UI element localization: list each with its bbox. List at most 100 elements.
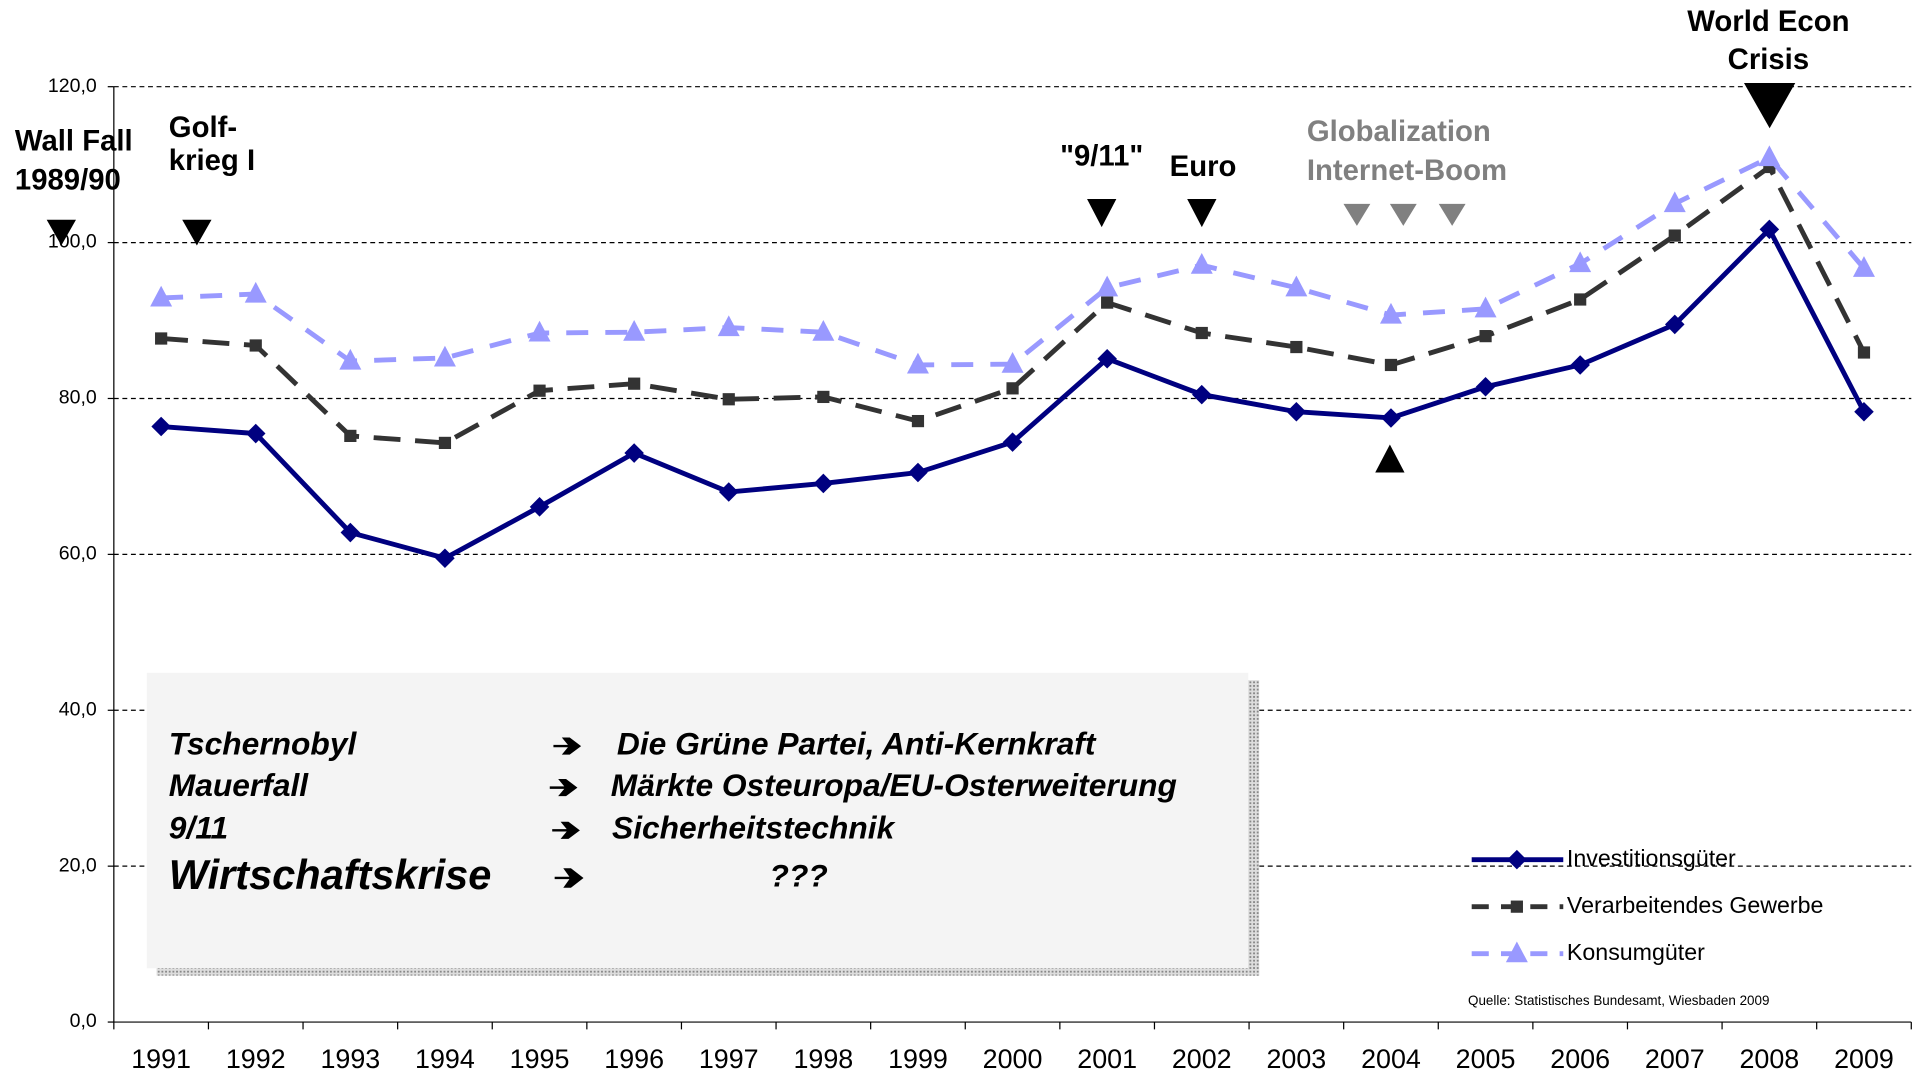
annotation: World Econ	[1687, 5, 1849, 38]
x-tick-label: 1996	[604, 1044, 664, 1074]
marker-square	[628, 377, 641, 390]
marker-square	[344, 429, 357, 443]
marker-triangle	[1663, 191, 1686, 213]
box-left: Mauerfall	[169, 767, 310, 803]
marker-square	[1195, 326, 1208, 340]
series-line	[161, 154, 1866, 368]
marker-diamond	[1665, 314, 1685, 335]
marker-triangle	[528, 320, 551, 342]
x-tick-label: 1994	[415, 1044, 475, 1074]
arrow-icons	[549, 737, 584, 888]
marker-square	[1574, 293, 1587, 306]
text-box: Tschernobyl Die Grüne Partei, Anti-Kernkr…	[146, 672, 1260, 976]
annotation: Globalization	[1307, 115, 1491, 148]
marker-triangle	[1474, 296, 1497, 318]
marker-triangle	[1505, 941, 1528, 963]
marker-triangle	[623, 320, 646, 341]
marker-diamond	[435, 548, 455, 569]
x-tick-label: 1992	[226, 1044, 286, 1074]
x-tick-label: 1999	[888, 1044, 948, 1074]
box-right: Die Grüne Partei, Anti-Kernkraft	[617, 725, 1097, 761]
marker-triangle	[1285, 275, 1308, 297]
x-tick-label: 1997	[699, 1044, 759, 1074]
marker-triangle	[339, 348, 362, 370]
marker-triangle	[1379, 302, 1402, 324]
annotation: 1989/90	[15, 164, 121, 197]
source-note: Quelle: Statistisches Bundesamt, Wiesbad…	[1468, 993, 1769, 1008]
marker-diamond	[151, 416, 171, 437]
marker-triangle	[1852, 256, 1875, 277]
marker-square	[1668, 229, 1681, 242]
marker-triangle	[1190, 252, 1213, 274]
marker-triangle	[244, 281, 267, 303]
marker-diamond	[1002, 432, 1023, 452]
marker-square	[1479, 330, 1492, 343]
box-right: Sicherheitstechnik	[612, 810, 896, 846]
x-tick-label: 1998	[793, 1044, 853, 1074]
marker-diamond	[718, 482, 739, 502]
marker-diamond	[1475, 377, 1496, 397]
marker-triangle	[906, 352, 929, 374]
box-shadow	[1245, 680, 1260, 976]
y-tick-label: 40,0	[59, 698, 97, 720]
marker-triangle	[1096, 275, 1119, 297]
marker-triangle	[717, 315, 740, 337]
x-tick-label: 2007	[1645, 1044, 1705, 1074]
marker-square	[249, 339, 262, 352]
marker-diamond	[1286, 401, 1307, 422]
marker-square	[438, 436, 452, 450]
marker-triangle	[1758, 145, 1781, 167]
marker-square	[1857, 346, 1871, 359]
box-right: ???	[770, 857, 828, 893]
marker-diamond	[529, 497, 550, 517]
y-tick-label: 0,0	[70, 1010, 97, 1032]
marker-diamond	[1854, 401, 1874, 422]
x-tick-label: 2006	[1550, 1044, 1610, 1074]
marker-triangle	[1001, 351, 1024, 373]
marker-square	[1510, 900, 1523, 913]
annotation: Crisis	[1728, 43, 1809, 76]
x-tick-label: 2003	[1266, 1044, 1326, 1074]
legend-label: Verarbeitendes Gewerbe	[1567, 892, 1824, 918]
marker-square	[1101, 296, 1114, 309]
marker-diamond	[1191, 384, 1212, 405]
marker-square	[155, 332, 168, 345]
marker-triangle	[812, 320, 835, 341]
x-tick-label: 2005	[1456, 1044, 1516, 1074]
marker-diamond	[908, 462, 928, 483]
y-tick-label: 60,0	[59, 543, 97, 565]
marker-triangle	[150, 285, 173, 307]
event-markers	[46, 83, 1796, 473]
triangle-marker	[46, 83, 1796, 473]
box-right: Märkte Osteuropa/EU-Osterweiterung	[611, 767, 1177, 803]
x-tick-label: 2008	[1739, 1044, 1799, 1074]
annotation: Euro	[1170, 150, 1237, 183]
annotation: Internet-Boom	[1307, 154, 1507, 187]
y-tick-label: 100,0	[48, 231, 97, 253]
marker-square	[1290, 340, 1303, 354]
marker-diamond	[624, 443, 644, 463]
marker-square	[911, 414, 925, 428]
x-tick-label: 1995	[510, 1044, 570, 1074]
marker-square	[1006, 382, 1019, 395]
y-tick-label: 80,0	[59, 387, 97, 409]
x-tick-label: 2002	[1172, 1044, 1232, 1074]
x-tick-label: 2004	[1361, 1044, 1421, 1074]
legend-label: Investitionsgüter	[1567, 845, 1736, 871]
box-left: Wirtschaftskrise	[169, 851, 492, 898]
marker-diamond	[1570, 355, 1590, 375]
marker-diamond	[1759, 219, 1780, 240]
y-tick-label: 120,0	[48, 75, 97, 97]
y-tick-label: 20,0	[59, 854, 97, 876]
x-tick-label: 2009	[1834, 1044, 1894, 1074]
box-background	[146, 672, 1249, 969]
legend-label: Konsumgüter	[1567, 939, 1705, 965]
x-tick-label: 1993	[320, 1044, 380, 1074]
x-tick-label: 2000	[983, 1044, 1043, 1074]
annotation: krieg I	[169, 144, 255, 177]
triangle-marker	[1343, 203, 1466, 226]
series-line	[160, 163, 1867, 446]
marker-square	[1384, 358, 1398, 372]
annotation: Wall Fall	[15, 125, 133, 158]
